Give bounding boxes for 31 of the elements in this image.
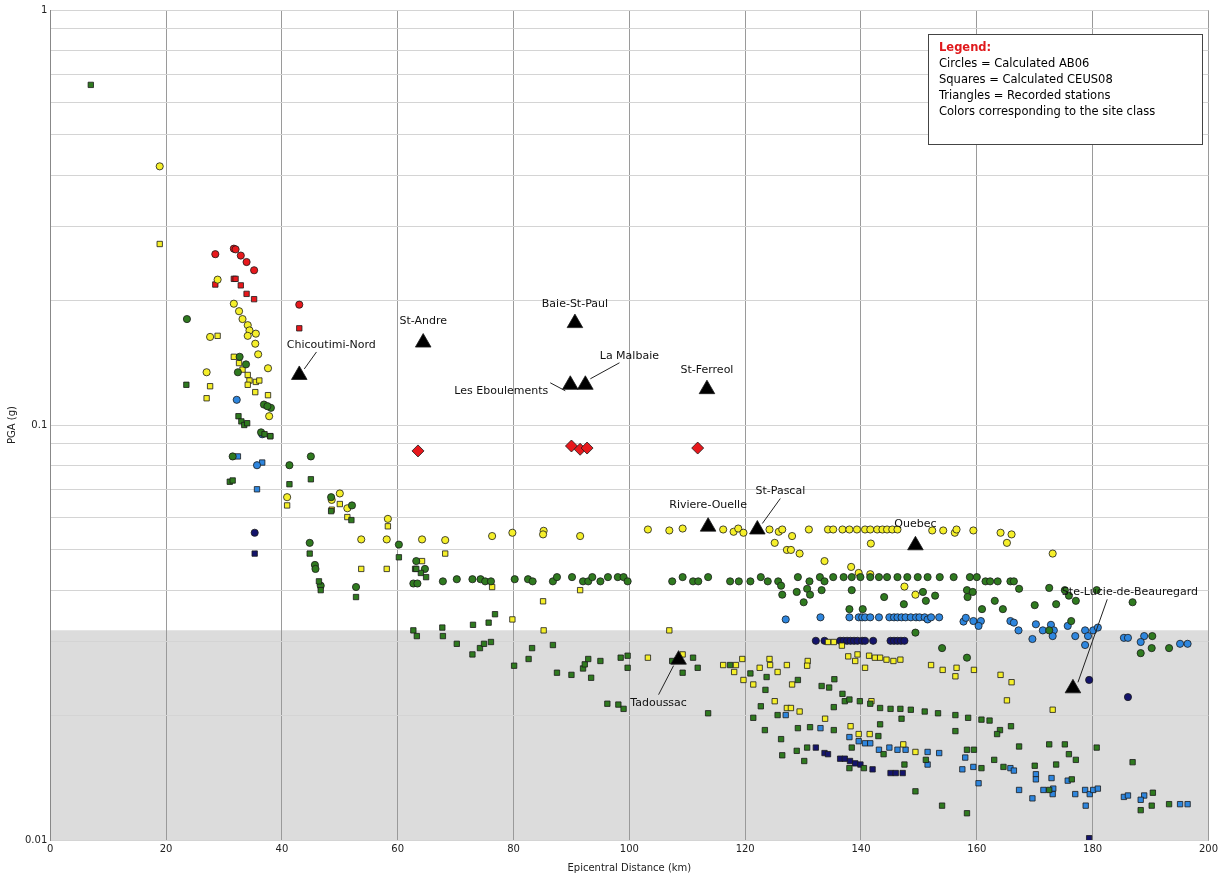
- annotation: St-Ferreol: [680, 363, 734, 377]
- x-tick-label: 60: [391, 842, 405, 854]
- y-tick-label: 0.01: [25, 833, 48, 845]
- x-tick-label: 160: [967, 842, 987, 854]
- annotation: Les Eboulements: [454, 383, 549, 397]
- x-tick-label: 120: [735, 842, 755, 854]
- x-tick-label: 0: [47, 842, 54, 854]
- x-tick-label: 180: [1083, 842, 1103, 854]
- x-tick-label: 20: [159, 842, 173, 854]
- x-tick-label: 80: [507, 842, 520, 854]
- annotation: Quebec: [894, 517, 937, 531]
- annotation: Legend:: [939, 39, 993, 55]
- annotation: Tadoussac: [629, 695, 687, 709]
- y-tick-label: 1: [40, 3, 48, 15]
- annotation: Colors corresponding to the site class: [939, 103, 1157, 119]
- annotation: Circles = Calculated AB06: [939, 55, 1091, 71]
- annotation: Riviere-Ouelle: [669, 498, 748, 512]
- annotation: Triangles = Recorded stations: [939, 87, 1112, 103]
- x-tick-label: 200: [1198, 842, 1218, 854]
- x-tick-label: 140: [851, 842, 871, 854]
- annotation: St-Pascal: [755, 484, 806, 498]
- annotation: Chicoutimi-Nord: [286, 337, 376, 351]
- annotation: Squares = Calculated CEUS08: [939, 71, 1114, 87]
- x-axis-title: Epicentral Distance (km): [567, 861, 692, 873]
- annotation: Baie-St-Paul: [541, 296, 609, 310]
- y-tick-label: 0.1: [31, 418, 48, 430]
- y-axis-title: PGA (g): [5, 405, 17, 444]
- annotation: St-Andre: [399, 314, 448, 328]
- x-tick-label: 100: [619, 842, 639, 854]
- x-tick-label: 40: [275, 842, 289, 854]
- annotation: La Malbaie: [599, 348, 660, 362]
